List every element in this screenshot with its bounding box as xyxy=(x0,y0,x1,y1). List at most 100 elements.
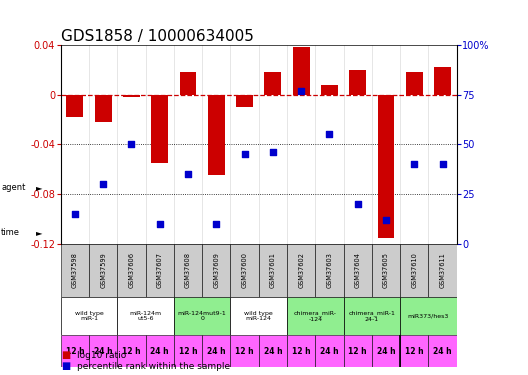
Text: 24 h: 24 h xyxy=(433,347,452,356)
Bar xyxy=(287,335,315,368)
Point xyxy=(297,88,305,94)
Bar xyxy=(406,72,423,95)
Bar xyxy=(61,297,117,335)
Text: chimera_miR-1
24-1: chimera_miR-1 24-1 xyxy=(348,310,395,322)
Point xyxy=(325,132,334,138)
Bar xyxy=(230,335,259,368)
Bar xyxy=(287,244,315,297)
Text: 12 h: 12 h xyxy=(405,347,423,356)
Bar xyxy=(174,244,202,297)
Bar xyxy=(378,95,394,238)
Bar xyxy=(151,95,168,163)
Text: 24 h: 24 h xyxy=(320,347,339,356)
Text: 24 h: 24 h xyxy=(150,347,169,356)
Point xyxy=(240,152,249,157)
Text: miR373/hes3: miR373/hes3 xyxy=(408,314,449,318)
Text: time: time xyxy=(1,228,20,237)
Text: 12 h: 12 h xyxy=(348,347,367,356)
Text: wild type
miR-124: wild type miR-124 xyxy=(244,310,273,321)
Text: GSM37599: GSM37599 xyxy=(100,252,106,288)
Bar xyxy=(61,335,89,368)
Bar xyxy=(400,297,457,335)
Text: 24 h: 24 h xyxy=(207,347,225,356)
Bar xyxy=(344,297,400,335)
Text: GSM37603: GSM37603 xyxy=(326,252,333,288)
Text: 12 h: 12 h xyxy=(178,347,197,356)
Text: 12 h: 12 h xyxy=(65,347,84,356)
Text: GSM37607: GSM37607 xyxy=(157,252,163,288)
Bar xyxy=(434,68,451,95)
Text: ►: ► xyxy=(36,183,42,192)
Bar xyxy=(344,335,372,368)
Bar xyxy=(180,72,196,95)
Bar xyxy=(230,297,287,335)
Text: wild type
miR-1: wild type miR-1 xyxy=(74,310,103,321)
Bar xyxy=(67,95,83,117)
Text: GSM37610: GSM37610 xyxy=(411,252,417,288)
Bar xyxy=(344,244,372,297)
Text: agent: agent xyxy=(1,183,25,192)
Text: ►: ► xyxy=(36,228,42,237)
Bar xyxy=(259,244,287,297)
Text: miR-124mut9-1
0: miR-124mut9-1 0 xyxy=(178,310,227,321)
Point xyxy=(155,221,164,227)
Text: miR-124m
ut5-6: miR-124m ut5-6 xyxy=(129,310,162,321)
Bar xyxy=(236,95,253,107)
Text: 12 h: 12 h xyxy=(292,347,310,356)
Text: log10 ratio: log10 ratio xyxy=(77,351,126,360)
Text: GSM37605: GSM37605 xyxy=(383,252,389,288)
Bar xyxy=(315,335,344,368)
Bar xyxy=(117,244,146,297)
Text: GSM37604: GSM37604 xyxy=(355,252,361,288)
Point xyxy=(354,201,362,207)
Bar xyxy=(117,297,174,335)
Bar xyxy=(146,244,174,297)
Text: 12 h: 12 h xyxy=(235,347,254,356)
Text: 24 h: 24 h xyxy=(94,347,112,356)
Bar xyxy=(202,335,230,368)
Point xyxy=(99,181,107,187)
Bar xyxy=(400,244,428,297)
Bar xyxy=(61,244,89,297)
Point xyxy=(212,221,221,227)
Bar xyxy=(202,244,230,297)
Point xyxy=(127,141,136,147)
Point xyxy=(382,217,390,223)
Text: 12 h: 12 h xyxy=(122,347,141,356)
Point xyxy=(71,211,79,217)
Text: GSM37609: GSM37609 xyxy=(213,252,219,288)
Bar xyxy=(95,95,111,122)
Bar xyxy=(89,335,117,368)
Point xyxy=(410,161,419,167)
Bar xyxy=(117,335,146,368)
Bar xyxy=(259,335,287,368)
Bar xyxy=(315,244,344,297)
Bar xyxy=(372,244,400,297)
Text: 24 h: 24 h xyxy=(263,347,282,356)
Bar xyxy=(123,95,140,97)
Bar xyxy=(428,244,457,297)
Text: GSM37602: GSM37602 xyxy=(298,252,304,288)
Bar xyxy=(321,85,338,95)
Text: ■: ■ xyxy=(61,350,70,360)
Text: GSM37606: GSM37606 xyxy=(128,252,135,288)
Text: GSM37601: GSM37601 xyxy=(270,252,276,288)
Point xyxy=(438,161,447,167)
Bar xyxy=(287,297,344,335)
Text: GSM37611: GSM37611 xyxy=(440,252,446,288)
Text: chimera_miR-
-124: chimera_miR- -124 xyxy=(294,310,337,322)
Bar xyxy=(89,244,117,297)
Bar xyxy=(208,95,225,176)
Text: percentile rank within the sample: percentile rank within the sample xyxy=(77,362,230,371)
Text: 24 h: 24 h xyxy=(376,347,395,356)
Bar xyxy=(400,335,428,368)
Point xyxy=(184,171,192,177)
Bar xyxy=(146,335,174,368)
Bar xyxy=(372,335,400,368)
Text: GSM37600: GSM37600 xyxy=(242,252,248,288)
Text: ■: ■ xyxy=(61,361,70,371)
Text: GDS1858 / 10000634005: GDS1858 / 10000634005 xyxy=(61,29,253,44)
Text: GSM37608: GSM37608 xyxy=(185,252,191,288)
Text: GSM37598: GSM37598 xyxy=(72,252,78,288)
Point xyxy=(269,149,277,155)
